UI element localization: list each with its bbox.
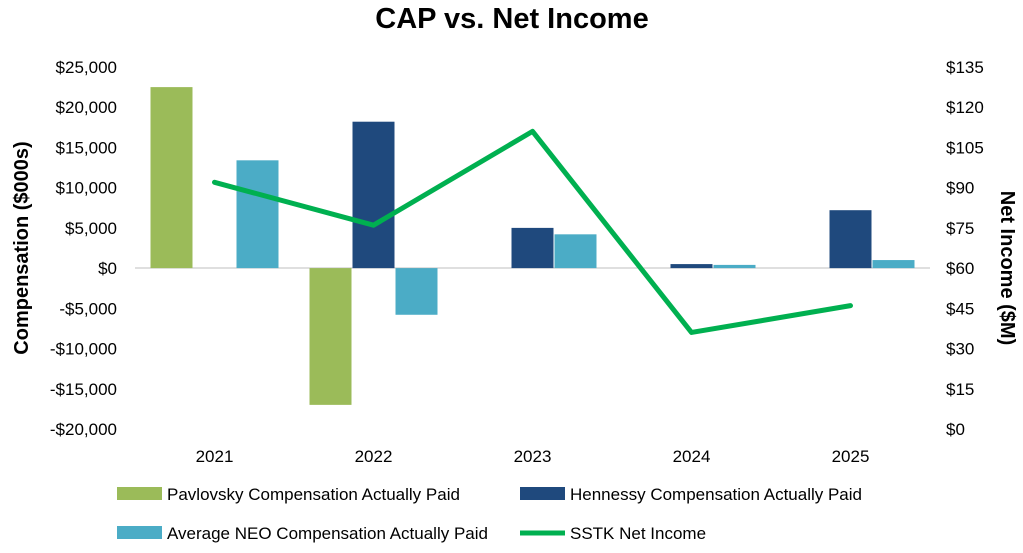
- left-tick-label: $20,000: [56, 98, 117, 117]
- chart-title: CAP vs. Net Income: [375, 3, 648, 35]
- left-tick-label: -$20,000: [50, 420, 117, 439]
- legend-swatch: [520, 487, 565, 500]
- bar-average-2022: [395, 268, 438, 315]
- left-tick-label: $25,000: [56, 58, 117, 77]
- bar-pavlovsky-2021: [150, 87, 193, 269]
- bar-average-2024: [713, 264, 756, 269]
- right-axis-title: Net Income ($M): [996, 191, 1018, 345]
- x-tick-label: 2021: [196, 447, 234, 466]
- left-tick-label: -$10,000: [50, 340, 117, 359]
- left-tick-label: $5,000: [65, 219, 117, 238]
- x-tick-label: 2023: [514, 447, 552, 466]
- bar-hennessy-2025: [829, 210, 872, 269]
- bar-pavlovsky-2022: [309, 268, 352, 405]
- legend-swatch: [117, 526, 162, 539]
- left-tick-label: -$5,000: [59, 299, 117, 318]
- legend-label: Pavlovsky Compensation Actually Paid: [167, 485, 460, 504]
- legend: Pavlovsky Compensation Actually Paid Henn…: [117, 485, 862, 543]
- bar-average-2023: [554, 234, 597, 269]
- legend-label: SSTK Net Income: [570, 524, 706, 543]
- left-axis-title: Compensation ($000s): [11, 141, 33, 354]
- right-tick-label: $15: [946, 380, 974, 399]
- bar-average-2021: [236, 160, 279, 269]
- right-tick-label: $60: [946, 259, 974, 278]
- right-tick-label: $30: [946, 340, 974, 359]
- bar-hennessy-2024: [670, 264, 713, 269]
- left-axis-ticks: $25,000 $20,000 $15,000 $10,000 $5,000 $0 -$5,…: [50, 58, 117, 439]
- bar-average-2025: [872, 260, 915, 269]
- net-income-line-group: [212, 128, 853, 335]
- legend-swatch: [117, 487, 162, 500]
- right-tick-label: $90: [946, 179, 974, 198]
- right-tick-label: $135: [946, 58, 984, 77]
- x-tick-label: 2024: [673, 447, 711, 466]
- legend-label: Average NEO Compensation Actually Paid: [167, 524, 488, 543]
- x-axis-ticks: 2021 2022 2023 2024 2025: [196, 447, 870, 466]
- right-tick-label: $0: [946, 420, 965, 439]
- x-tick-label: 2022: [355, 447, 393, 466]
- right-axis-ticks: $135 $120 $105 $90 $75 $60 $45 $30 $15 $0: [946, 58, 984, 439]
- right-tick-label: $45: [946, 299, 974, 318]
- left-tick-label: $10,000: [56, 179, 117, 198]
- right-tick-label: $75: [946, 219, 974, 238]
- right-tick-label: $105: [946, 138, 984, 157]
- bar-hennessy-2022: [352, 121, 395, 269]
- left-tick-label: $0: [98, 259, 117, 278]
- legend-label: Hennessy Compensation Actually Paid: [570, 485, 862, 504]
- left-tick-label: -$15,000: [50, 380, 117, 399]
- right-tick-label: $120: [946, 98, 984, 117]
- bars: [150, 87, 915, 405]
- bar-hennessy-2023: [511, 227, 554, 269]
- x-tick-label: 2025: [832, 447, 870, 466]
- left-tick-label: $15,000: [56, 138, 117, 157]
